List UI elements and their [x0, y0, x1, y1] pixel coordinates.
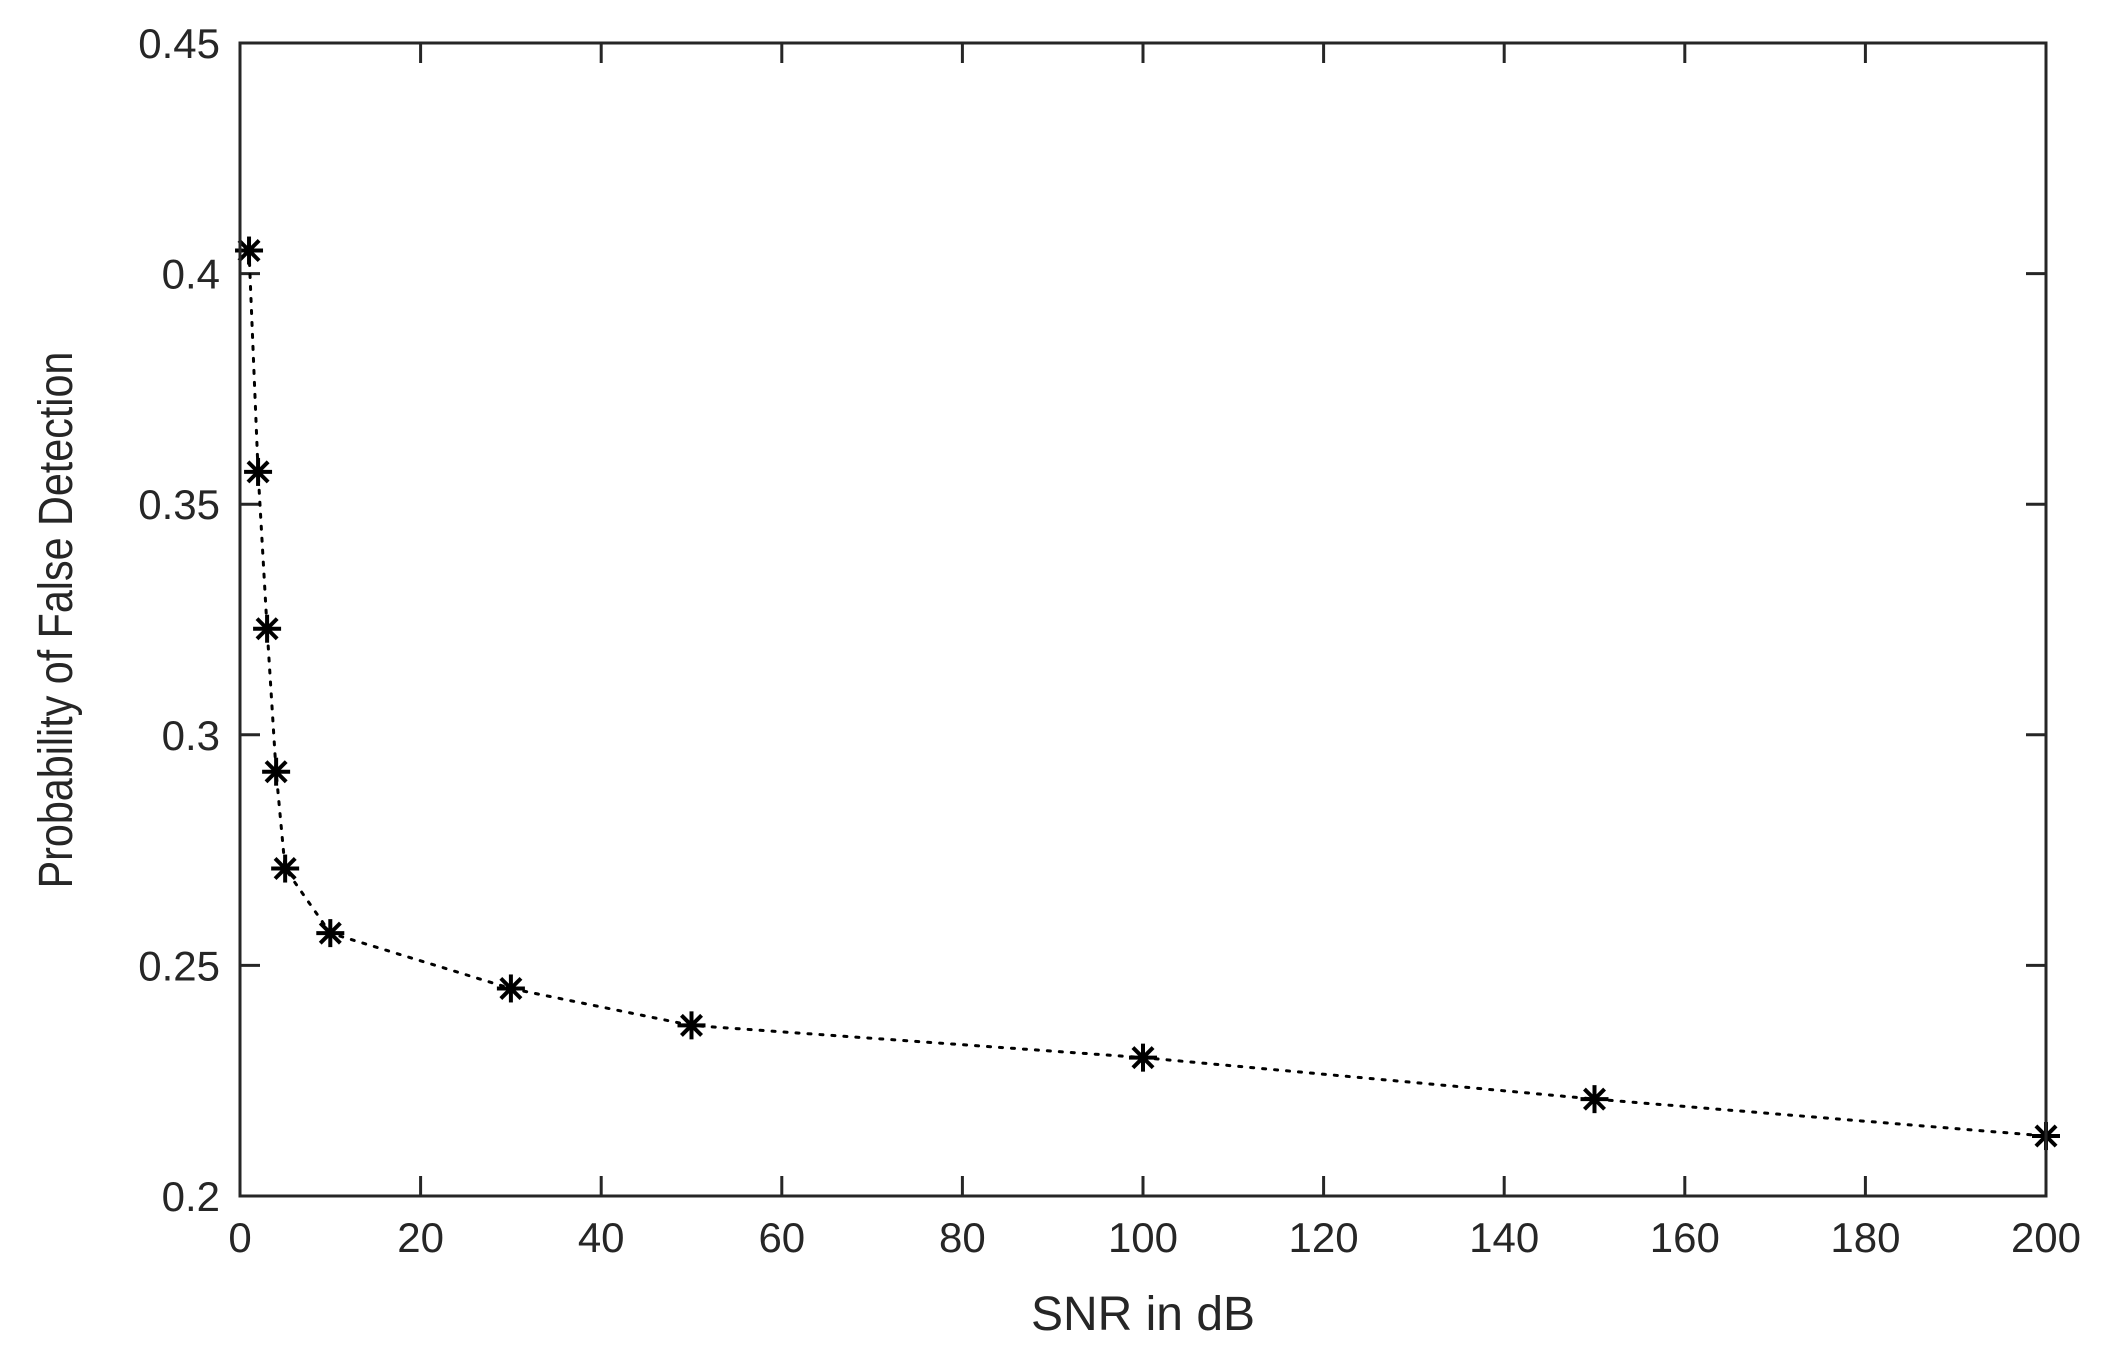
tick-labels: 0 20 40 60 80 100 120 140 160 180 200 0.2 0.25 0.3 0.3… [138, 20, 2081, 1261]
x-tick-label: 40 [578, 1214, 625, 1261]
y-tick-label: 0.45 [138, 20, 220, 67]
x-tick-label: 160 [1650, 1214, 1720, 1261]
data-point [262, 757, 291, 786]
y-tick-label: 0.4 [162, 251, 220, 298]
x-tick-label: 0 [228, 1214, 251, 1261]
data-point [235, 236, 264, 265]
axis-ticks [238, 41, 2048, 1198]
axes-frame [238, 41, 2048, 1198]
data-point [316, 919, 345, 948]
y-tick-label: 0.3 [162, 712, 220, 759]
data-point [244, 457, 273, 486]
x-tick-label: 120 [1289, 1214, 1359, 1261]
x-tick-label: 100 [1108, 1214, 1178, 1261]
data-point [1129, 1043, 1157, 1072]
x-tick-label: 140 [1469, 1214, 1539, 1261]
x-tick-label: 180 [1830, 1214, 1900, 1261]
y-tick-label: 0.35 [138, 481, 220, 528]
data-point [496, 974, 525, 1003]
plot-area [235, 236, 2060, 1151]
y-axis-label: Probability of False Detection [29, 352, 83, 889]
x-tick-label: 60 [758, 1214, 805, 1261]
x-tick-label: 200 [2011, 1214, 2081, 1261]
x-tick-label: 80 [939, 1214, 986, 1261]
data-point [253, 614, 282, 643]
data-point [677, 1011, 706, 1040]
x-axis-label: SNR in dB [1031, 1288, 1255, 1341]
y-tick-label: 0.25 [138, 942, 220, 989]
series-line [247, 249, 2048, 1138]
data-point [1580, 1085, 1609, 1114]
y-tick-label: 0.2 [162, 1173, 220, 1220]
x-tick-label: 20 [397, 1214, 444, 1261]
data-point [271, 854, 300, 883]
